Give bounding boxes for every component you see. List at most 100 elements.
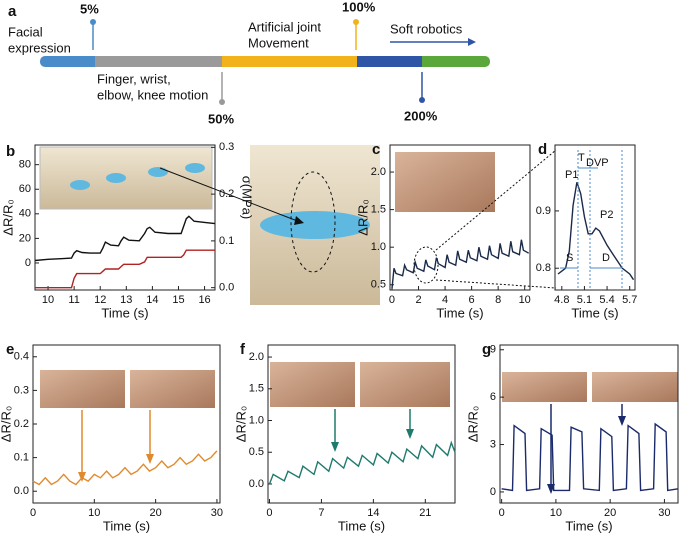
y2-tick-label: 0.3 xyxy=(219,141,234,153)
y-tick-label: 80 xyxy=(19,159,31,171)
y-tick-label: 0.1 xyxy=(14,452,29,464)
y-tick-label: 0.2 xyxy=(14,418,29,430)
y-tick-label: 1.5 xyxy=(371,204,386,216)
x-tick-label: 0 xyxy=(389,294,395,306)
y-axis-label: ΔR/R₀ xyxy=(0,199,15,235)
data-line xyxy=(268,440,456,485)
x-axis-label: Time (s) xyxy=(101,305,148,320)
y-tick-label: 1.0 xyxy=(249,414,264,426)
y-tick-label: 20 xyxy=(19,232,31,244)
plot-frame xyxy=(267,344,456,504)
y-tick-label: 0.0 xyxy=(14,485,29,497)
x-tick-label: 0 xyxy=(266,507,272,519)
x-tick-label: 0 xyxy=(499,507,505,519)
panel-letter: d xyxy=(538,141,547,158)
data-line xyxy=(557,182,635,281)
stage-label: elbow, knee motion xyxy=(97,87,208,102)
x-axis-label: Time (s) xyxy=(571,305,618,320)
y-tick-label: 0.5 xyxy=(249,446,264,458)
stage-label: Facial xyxy=(8,24,43,39)
y-tick-label: 0.9 xyxy=(536,205,551,217)
plot-frame xyxy=(389,144,531,291)
annotation: P2 xyxy=(600,209,613,221)
y-tick-label: 1.0 xyxy=(371,241,386,253)
stage-label: Finger, wrist, xyxy=(97,71,171,86)
data-line xyxy=(391,239,530,289)
x-tick-label: 14 xyxy=(367,507,379,519)
x-tick-label: 2 xyxy=(415,294,421,306)
y-tick-label: 1.5 xyxy=(249,383,264,395)
x-axis-label: Time (s) xyxy=(436,305,483,320)
y-tick-label: 0 xyxy=(490,486,496,498)
x-tick-label: 7 xyxy=(318,507,324,519)
y-tick-label: 6 xyxy=(490,391,496,403)
x-tick-label: 10 xyxy=(88,507,100,519)
x-axis-label: Time (s) xyxy=(338,518,385,533)
plot-frame xyxy=(34,144,216,291)
y-tick-label: 3 xyxy=(490,438,496,450)
y-axis-label: ΔR/R₀ xyxy=(0,406,13,442)
x-tick-label: 5.7 xyxy=(622,294,637,306)
data-line xyxy=(32,450,218,486)
panel-letter: a xyxy=(8,3,17,20)
panel-letter: c xyxy=(372,141,380,158)
x-tick-label: 12 xyxy=(94,294,106,306)
annotation: DVP xyxy=(586,157,609,169)
x-tick-label: 16 xyxy=(198,294,210,306)
annotation: S xyxy=(566,252,573,264)
plot-frame xyxy=(499,344,679,504)
marker-label: 5% xyxy=(80,1,99,16)
x-tick-label: 30 xyxy=(211,507,223,519)
x-tick-label: 5.1 xyxy=(577,294,592,306)
plot-frame xyxy=(554,144,636,291)
y2-tick-label: 0.2 xyxy=(219,188,234,200)
data-line xyxy=(35,249,215,289)
photos xyxy=(39,145,678,494)
stage-label: Movement xyxy=(248,35,309,50)
y-tick-label: 0.5 xyxy=(371,279,386,291)
x-tick-label: 5.4 xyxy=(599,294,614,306)
marker-label: 200% xyxy=(404,108,438,123)
y-axis-label: ΔR/R₀ xyxy=(355,199,370,235)
y-tick-label: 0 xyxy=(25,257,31,269)
x-tick-label: 4.8 xyxy=(554,294,569,306)
y-tick-label: 60 xyxy=(19,183,31,195)
stage-label: expression xyxy=(8,40,71,55)
x-tick-label: 14 xyxy=(146,294,158,306)
annotation: D xyxy=(602,252,610,264)
plot-frame xyxy=(32,344,221,504)
y-tick-label: 2.0 xyxy=(371,166,386,178)
y-tick-label: 40 xyxy=(19,208,31,220)
y-tick-label: 2.0 xyxy=(249,351,264,363)
panel-letter: g xyxy=(482,341,491,358)
x-tick-label: 21 xyxy=(419,507,431,519)
y-tick-label: 0.3 xyxy=(14,384,29,396)
x-tick-label: 20 xyxy=(149,507,161,519)
x-tick-label: 13 xyxy=(120,294,132,306)
annotation: P1 xyxy=(565,169,578,181)
data-line xyxy=(34,215,216,262)
panel-letter: b xyxy=(6,143,15,160)
marker-label: 50% xyxy=(208,111,234,126)
x-tick-label: 15 xyxy=(172,294,184,306)
y-axis-label: ΔR/R₀ xyxy=(233,406,248,442)
x-tick-label: 0 xyxy=(30,507,36,519)
y2-tick-label: 0.1 xyxy=(219,235,234,247)
stage-label: Artificial joint xyxy=(248,19,321,34)
y-tick-label: 0.4 xyxy=(14,351,29,363)
y-axis-label: ΔR/R₀ xyxy=(465,406,480,442)
marker-label: 100% xyxy=(342,0,376,14)
x-tick-label: 10 xyxy=(550,507,562,519)
timeline-bar xyxy=(40,19,490,105)
x-axis-label: Time (s) xyxy=(565,518,612,533)
y-tick-label: 0.0 xyxy=(249,478,264,490)
stage-label: Soft robotics xyxy=(390,21,463,36)
x-tick-label: 11 xyxy=(68,294,79,306)
x-tick-label: 4 xyxy=(442,294,448,306)
x-axis-label: Time (s) xyxy=(103,518,150,533)
x-tick-label: 10 xyxy=(42,294,54,306)
y2-tick-label: 0.0 xyxy=(219,282,234,294)
panel-letter: f xyxy=(240,341,246,358)
x-tick-label: 10 xyxy=(519,294,531,306)
